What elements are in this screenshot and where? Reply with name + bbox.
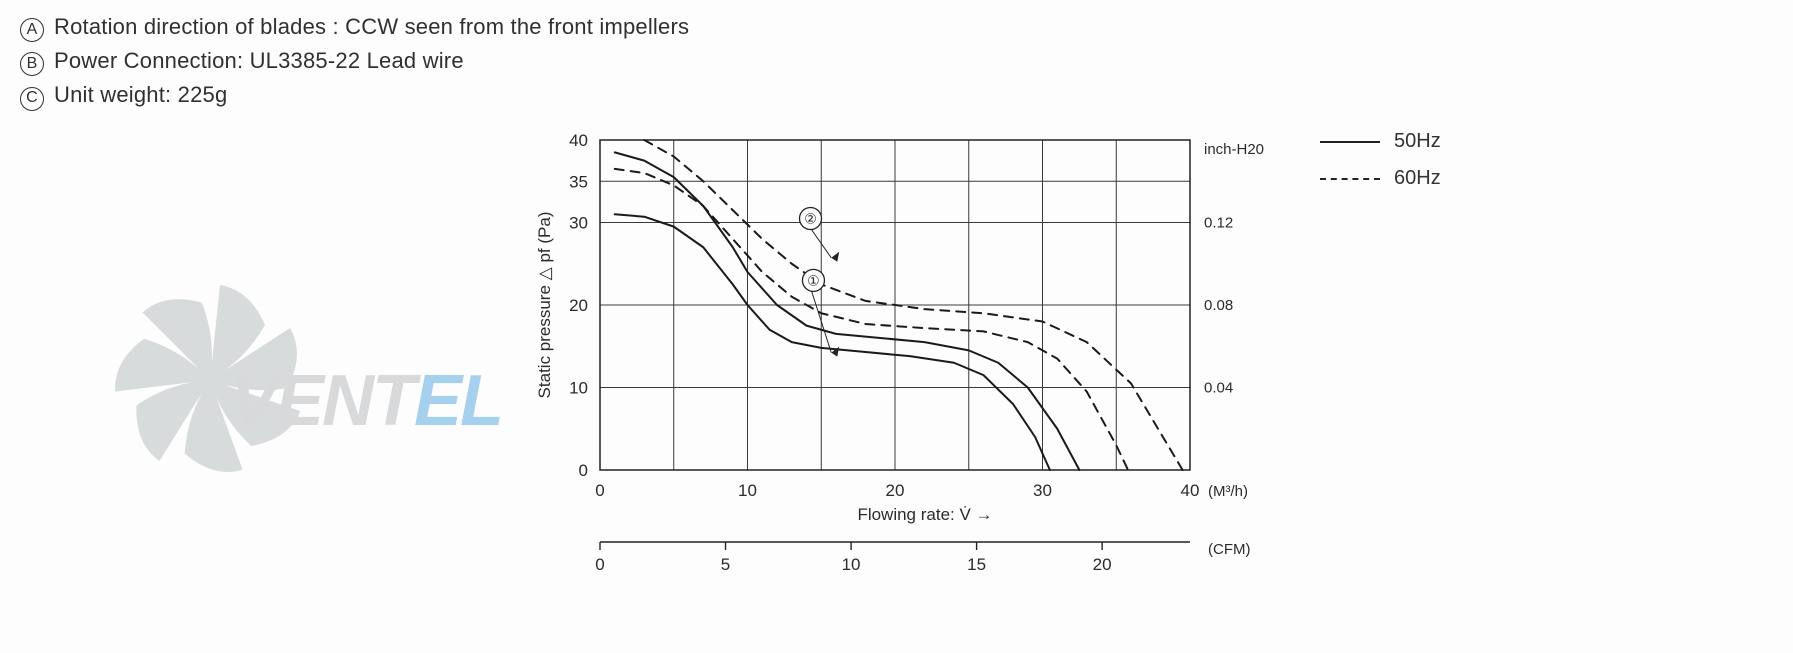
legend-line-dashed [1320,178,1380,180]
svg-text:40: 40 [569,131,588,150]
note-c: C Unit weight: 225g [20,78,689,112]
svg-text:30: 30 [1033,481,1052,500]
svg-text:10: 10 [569,379,588,398]
note-a: A Rotation direction of blades : CCW see… [20,10,689,44]
svg-text:10: 10 [842,555,861,574]
svg-text:35: 35 [569,172,588,191]
svg-text:5: 5 [721,555,730,574]
chart-legend: 50Hz 60Hz [1320,130,1441,204]
note-a-text: Rotation direction of blades : CCW seen … [54,10,689,44]
svg-text:②: ② [804,211,817,227]
svg-text:Static pressure △ pf (Pa): Static pressure △ pf (Pa) [535,212,554,399]
spec-notes: A Rotation direction of blades : CCW see… [20,10,689,112]
legend-50hz: 50Hz [1320,130,1441,153]
svg-text:0: 0 [595,555,604,574]
svg-text:20: 20 [1093,555,1112,574]
chart-svg: 0 10 20 30 35 40 Static pressure △ pf (Pa) 0.12… [510,120,1290,640]
legend-60hz-label: 60Hz [1394,167,1441,190]
svg-text:0: 0 [595,481,604,500]
svg-text:15: 15 [967,555,986,574]
circled-a: A [20,18,44,42]
svg-text:0.12: 0.12 [1204,215,1233,232]
note-c-text: Unit weight: 225g [54,78,227,112]
legend-60hz: 60Hz [1320,167,1441,190]
svg-text:10: 10 [738,481,757,500]
fan-icon [100,270,320,490]
svg-text:(M³/h): (M³/h) [1208,483,1248,500]
svg-text:40: 40 [1181,481,1200,500]
circled-b: B [20,52,44,76]
watermark-text: VENTEL [230,360,502,442]
svg-text:(CFM): (CFM) [1208,541,1250,558]
note-b: B Power Connection: UL3385-22 Lead wire [20,44,689,78]
legend-line-solid [1320,141,1380,143]
svg-text:0.04: 0.04 [1204,380,1233,397]
svg-text:Flowing rate: V̇ →: Flowing rate: V̇ → [857,505,992,524]
svg-text:20: 20 [886,481,905,500]
svg-text:20: 20 [569,296,588,315]
svg-text:inch-H20: inch-H20 [1204,141,1264,158]
circled-c: C [20,87,44,111]
svg-text:①: ① [807,272,820,288]
svg-text:0.08: 0.08 [1204,297,1233,314]
legend-50hz-label: 50Hz [1394,130,1441,153]
performance-chart: 0 10 20 30 35 40 Static pressure △ pf (Pa) 0.12… [510,120,1290,640]
svg-text:30: 30 [569,214,588,233]
svg-text:0: 0 [579,461,588,480]
note-b-text: Power Connection: UL3385-22 Lead wire [54,44,464,78]
